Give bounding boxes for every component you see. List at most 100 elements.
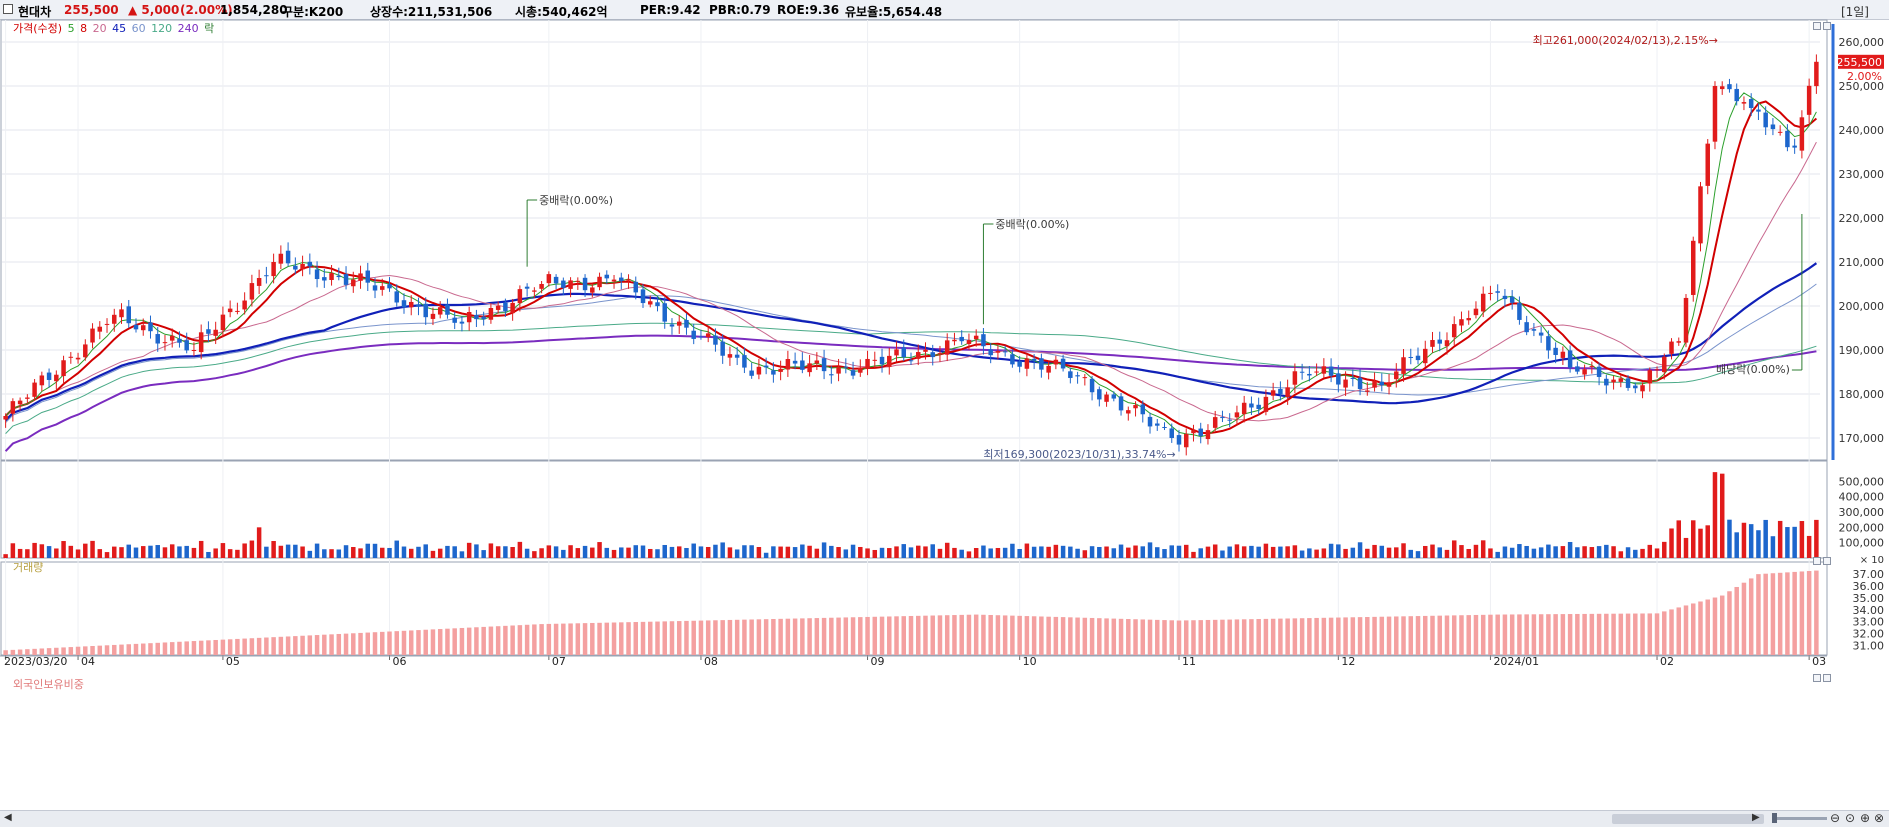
per-value: PER:9.42 [640, 3, 701, 17]
panel-minimize-icon[interactable] [1813, 22, 1821, 30]
candle-body [1336, 373, 1341, 385]
volume-bar [1205, 546, 1211, 558]
candle-body [1553, 347, 1558, 355]
foreign-ratio-bar [590, 622, 595, 655]
foreign-ratio-bar [923, 615, 928, 655]
candle-body [1531, 329, 1537, 331]
volume-bar [285, 544, 291, 558]
foreign-ratio-bar [235, 638, 240, 655]
volume-bar [930, 544, 935, 558]
legend-ma60[interactable]: 60 [131, 22, 146, 35]
foreign-ratio-bar [1126, 619, 1131, 655]
foreign-ratio-bar [1676, 607, 1682, 655]
foreign-ratio-bar [133, 643, 139, 655]
period-selector[interactable]: [1일] [1840, 5, 1869, 19]
panel-close-icon[interactable] [1823, 22, 1831, 30]
volume-bar [1712, 472, 1718, 558]
zoom-out-icon[interactable]: ⊖ [1830, 811, 1841, 825]
candle-body [1408, 356, 1414, 358]
volume-bar [104, 552, 110, 558]
volume-bar [481, 550, 486, 558]
candle-body [329, 273, 334, 280]
volume-bar [322, 549, 327, 558]
roe-value: ROE:9.36 [777, 3, 840, 17]
volume-bar [894, 546, 899, 558]
candle-body [807, 363, 812, 373]
legend-price-label[interactable]: 가격(수정) [13, 22, 63, 35]
candle-body [1604, 378, 1609, 386]
foreign-ratio-bar [1618, 613, 1624, 655]
foreign-ratio-bar [242, 638, 247, 655]
foreign-ratio-bar [54, 647, 59, 655]
foreign-ratio-bar [314, 635, 320, 655]
volume-bar [1060, 545, 1066, 558]
foreign-ratio-bar [1118, 618, 1124, 655]
foreign-ratio-bar [1785, 572, 1790, 655]
legend-ma8[interactable]: 8 [80, 22, 88, 35]
horizontal-scrollbar[interactable]: ◀ ▶ ⊖ ⊙ ⊕ ⊗ [0, 810, 1889, 827]
menu-checkbox-icon[interactable] [3, 4, 13, 14]
volume-bar [843, 549, 849, 558]
candle-body [1785, 130, 1790, 148]
panel-close-icon[interactable] [1823, 674, 1831, 682]
candle-body [1654, 369, 1660, 371]
zoom-in-icon[interactable]: ⊕ [1860, 811, 1871, 825]
volume-bar [1705, 525, 1710, 558]
volume-bar [1386, 547, 1392, 558]
foreign-ratio-bar [380, 631, 385, 655]
volume-bar [720, 542, 725, 558]
candle-body [249, 283, 255, 300]
volume-bar [597, 542, 602, 558]
legend-ma5[interactable]: 5 [67, 22, 75, 35]
candle-body [843, 366, 849, 368]
legend-ma120[interactable]: 120 [151, 22, 173, 35]
foreign-ratio-bar [1220, 619, 1225, 655]
volume-bar [821, 542, 827, 558]
candle-body [937, 353, 943, 355]
foreign-ratio-bar [532, 624, 537, 655]
zoom-fit-icon[interactable]: ⊗ [1874, 811, 1885, 825]
scroll-right-icon[interactable]: ▶ [1752, 812, 1760, 823]
volume-bar [561, 549, 566, 558]
scroll-left-icon[interactable]: ◀ [4, 812, 12, 823]
legend-event[interactable]: 락 [204, 22, 215, 35]
legend-ma240[interactable]: 240 [177, 22, 199, 35]
candle-body [619, 277, 624, 282]
candle-body [495, 305, 501, 310]
foreign-ratio-bar [220, 639, 226, 655]
legend-ma20[interactable]: 20 [92, 22, 107, 35]
candle-body [1147, 416, 1153, 427]
candle-body [691, 330, 696, 339]
candle-body [416, 304, 421, 307]
ex-dividend-annotation: 중배락(0.00%) [539, 194, 613, 207]
candle-body [1625, 378, 1631, 388]
panel-minimize-icon[interactable] [1813, 557, 1821, 565]
foreign-ratio-bar [1734, 586, 1739, 655]
panel-close-icon[interactable] [1823, 557, 1831, 565]
candle-body [1459, 319, 1464, 326]
candle-body [90, 328, 95, 343]
zoom-slider[interactable] [1775, 817, 1827, 820]
foreign-ratio-bar [836, 617, 841, 655]
zoom-slider-knob[interactable] [1772, 813, 1777, 823]
candle-body [242, 300, 247, 310]
panel-frames [0, 19, 1835, 656]
foreign-ratio-bar [713, 620, 718, 655]
foreign-tick-label: 31.00 [1853, 639, 1885, 652]
legend-ma45[interactable]: 45 [112, 22, 127, 35]
foreign-ratio-bar [3, 650, 8, 655]
volume-bar [553, 546, 559, 558]
foreign-ratio-bar [604, 622, 610, 655]
zoom-reset-icon[interactable]: ⊙ [1845, 811, 1856, 825]
ma-line [4, 100, 1818, 435]
foreign-ratio-bar [749, 619, 754, 655]
foreign-ratio-bar [1227, 619, 1232, 655]
candle-body [3, 416, 8, 420]
scroll-thumb[interactable] [1612, 814, 1764, 824]
panel-minimize-icon[interactable] [1813, 674, 1821, 682]
volume-bar [1147, 542, 1153, 558]
candle-body [1727, 84, 1732, 90]
foreign-ratio-bar [691, 620, 696, 655]
foreign-panel-label[interactable]: 외국인보유비중 [13, 678, 84, 691]
volume-panel-label[interactable]: 거래량 [13, 561, 44, 574]
